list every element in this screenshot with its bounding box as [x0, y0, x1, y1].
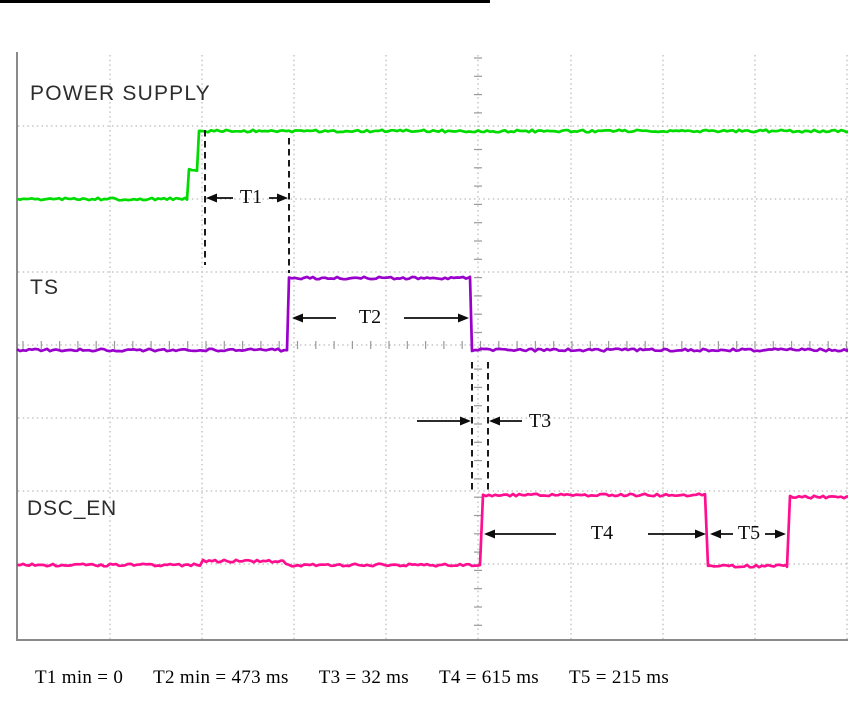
traces: [16, 128, 848, 569]
timing-label-t3: T3: [528, 410, 552, 432]
signal-label-ts: TS: [30, 276, 60, 299]
caption-t3: T3 = 32 ms: [318, 667, 409, 688]
arrowhead-right: [277, 193, 288, 203]
graticule: [16, 52, 848, 641]
arrowhead-left: [489, 416, 500, 426]
trace-ts: [16, 275, 848, 353]
timing-values-caption: T1 min = 0 T2 min = 473 ms T3 = 32 ms T4…: [35, 667, 669, 689]
arrowhead-right: [695, 529, 706, 539]
signal-label-dsc-en: DSC_EN: [27, 497, 117, 520]
trace-dsc-en: [16, 492, 848, 569]
caption-t2: T2 min = 473 ms: [153, 667, 289, 688]
caption-t5: T5 = 215 ms: [569, 667, 670, 688]
caption-t1: T1 min = 0: [35, 667, 124, 688]
caption-t4: T4 = 615 ms: [438, 667, 539, 688]
trace-power-supply: [16, 128, 848, 202]
top-rule: [0, 0, 490, 3]
signal-label-power-supply: POWER SUPPLY: [30, 82, 211, 105]
timing-label-t1: T1: [239, 186, 263, 208]
timing-label-t5: T5: [737, 522, 761, 544]
arrowhead-right: [460, 416, 471, 426]
cursor-markers: [204, 130, 489, 490]
timing-label-t4: T4: [590, 522, 614, 544]
timing-label-t2: T2: [358, 306, 382, 328]
timing-arrows: [206, 193, 786, 539]
arrowhead-right: [458, 313, 469, 323]
arrowhead-right: [775, 529, 786, 539]
